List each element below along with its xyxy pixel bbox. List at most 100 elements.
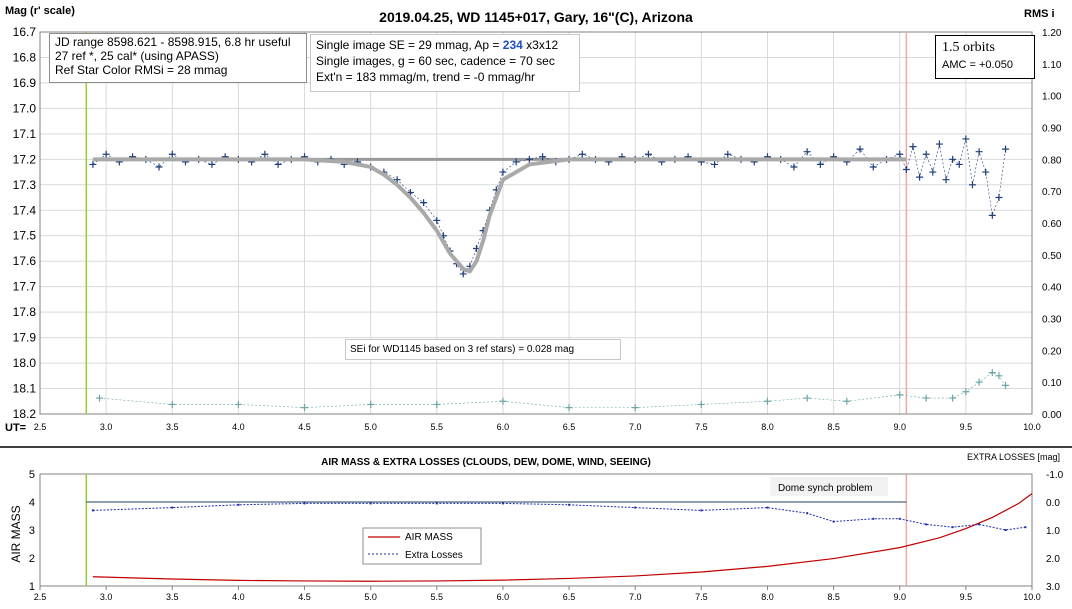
rms-point bbox=[96, 394, 104, 402]
top-y2-tick-label: 0.60 bbox=[1042, 219, 1062, 230]
rms-point bbox=[234, 400, 242, 408]
extra-losses-point bbox=[766, 506, 769, 509]
aperture-suffix: x3x12 bbox=[522, 38, 559, 52]
extra-losses-point bbox=[568, 503, 571, 506]
magnitude-point bbox=[89, 160, 97, 168]
magnitude-point bbox=[803, 148, 811, 156]
magnitude-point bbox=[393, 176, 401, 184]
top-y2-tick-label: 0.10 bbox=[1042, 378, 1062, 389]
magnitude-point bbox=[955, 160, 963, 168]
legend-box bbox=[362, 527, 482, 565]
rms-point bbox=[988, 369, 996, 377]
bottom-x-tick-label: 9.5 bbox=[960, 592, 973, 602]
top-y2-tick-label: 0.90 bbox=[1042, 124, 1062, 135]
top-x-tick-label: 6.0 bbox=[497, 422, 510, 432]
top-y-tick-label: 17.0 bbox=[13, 101, 37, 115]
top-y2-tick-label: 1.10 bbox=[1042, 60, 1062, 71]
extra-losses-point bbox=[303, 502, 306, 505]
magnitude-point bbox=[644, 150, 652, 158]
bottom-y2-tick-label: 3.0 bbox=[1046, 582, 1060, 593]
top-y2-tick-label: 0.70 bbox=[1042, 187, 1062, 198]
rms-point bbox=[301, 404, 309, 412]
magnitude-point bbox=[935, 140, 943, 148]
dome-note-box bbox=[770, 477, 888, 496]
top-x-tick-label: 9.0 bbox=[893, 422, 906, 432]
top-y-tick-label: 16.7 bbox=[13, 25, 37, 39]
magnitude-point bbox=[512, 158, 520, 166]
top-x-tick-label: 8.5 bbox=[827, 422, 840, 432]
magnitude-point bbox=[274, 160, 282, 168]
top-x-tick-label: 4.5 bbox=[298, 422, 311, 432]
info-jd-range: JD range 8598.621 - 8598.915, 6.8 hr use… bbox=[55, 35, 291, 49]
info-ref-stars: 27 ref *, 25 cal* (using APASS) bbox=[55, 49, 219, 63]
magnitude-point bbox=[856, 145, 864, 153]
magnitude-point bbox=[578, 150, 586, 158]
top-y2-tick-label: 0.30 bbox=[1042, 315, 1062, 326]
top-chart-title: 2019.04.25, WD 1145+017, Gary, 16"(C), A… bbox=[379, 9, 693, 25]
top-x-axis-label: UT= bbox=[5, 422, 26, 434]
airmass-line bbox=[92, 493, 1033, 582]
top-y-axis-label: Mag (r' scale) bbox=[5, 5, 75, 17]
magnitude-point bbox=[962, 135, 970, 143]
single-images-cadence: Single images, g = 60 sec, cadence = 70 … bbox=[316, 54, 555, 68]
bottom-y2-tick-label: -1.0 bbox=[1046, 470, 1064, 481]
top-plot-frame bbox=[39, 31, 1033, 415]
bottom-x-tick-label: 8.5 bbox=[827, 592, 840, 602]
bottom-x-tick-label: 6.0 bbox=[497, 592, 510, 602]
bottom-x-tick-label: 3.5 bbox=[166, 592, 179, 602]
rms-connector bbox=[99, 372, 1006, 408]
bottom-y-tick-label: 4 bbox=[29, 497, 35, 509]
top-y-tick-label: 16.9 bbox=[13, 76, 37, 90]
magnitude-point bbox=[168, 150, 176, 158]
bottom-x-tick-label: 6.5 bbox=[563, 592, 576, 602]
extra-losses-point bbox=[634, 506, 637, 509]
magnitude-point bbox=[790, 163, 798, 171]
rms-point bbox=[631, 404, 639, 412]
bottom-y2-tick-label: 1.0 bbox=[1046, 526, 1060, 537]
top-x-tick-label: 6.5 bbox=[563, 422, 576, 432]
rms-point bbox=[1002, 381, 1010, 389]
top-x-tick-label: 8.0 bbox=[761, 422, 774, 432]
bottom-x-tick-label: 7.5 bbox=[695, 592, 708, 602]
bottom-x-tick-label: 10.0 bbox=[1023, 592, 1041, 602]
top-y2-tick-label: 1.00 bbox=[1042, 92, 1062, 103]
magnitude-point bbox=[724, 150, 732, 158]
extra-losses-point bbox=[806, 512, 809, 515]
dome-note: Dome synch problem bbox=[778, 483, 872, 494]
top-model-curve bbox=[92, 157, 907, 274]
extra-losses-point bbox=[91, 509, 94, 512]
magnitude-point bbox=[525, 155, 533, 163]
rms-point bbox=[843, 397, 851, 405]
top-y-tick-label: 17.6 bbox=[13, 254, 37, 268]
top-y-tick-label: 17.2 bbox=[13, 152, 37, 166]
rms-point bbox=[803, 394, 811, 402]
top-x-tick-label: 7.5 bbox=[695, 422, 708, 432]
extra-losses-point bbox=[951, 526, 954, 529]
rms-point bbox=[975, 378, 983, 386]
rms-point bbox=[896, 391, 904, 399]
extra-losses-point bbox=[501, 502, 504, 505]
bottom-y2-tick-label: 2.0 bbox=[1046, 554, 1060, 565]
magnitude-point bbox=[711, 160, 719, 168]
magnitude-point bbox=[988, 211, 996, 219]
extra-losses-point bbox=[171, 506, 174, 509]
bottom-x-tick-label: 8.0 bbox=[761, 592, 774, 602]
magnitude-point bbox=[982, 168, 990, 176]
extra-losses-point bbox=[832, 520, 835, 523]
top-y2-axis-label: RMS i bbox=[1024, 8, 1055, 20]
legend-airmass-label: AIR MASS bbox=[405, 532, 453, 543]
rms-point bbox=[949, 394, 957, 402]
rms-point bbox=[367, 400, 375, 408]
magnitude-point bbox=[459, 270, 467, 278]
bottom-chart-title: AIR MASS & EXTRA LOSSES (CLOUDS, DEW, DO… bbox=[321, 457, 651, 468]
bottom-x-tick-label: 4.0 bbox=[232, 592, 245, 602]
bottom-x-tick-label: 5.5 bbox=[431, 592, 444, 602]
magnitude-point bbox=[420, 199, 428, 207]
top-y-tick-label: 16.8 bbox=[13, 50, 37, 64]
top-y-tick-label: 17.1 bbox=[13, 127, 37, 141]
rms-point bbox=[697, 400, 705, 408]
bottom-x-tick-label: 3.0 bbox=[100, 592, 113, 602]
magnitude-point bbox=[949, 155, 957, 163]
single-image-box: Single image SE = 29 mmag, Ap = 234 x3x1… bbox=[310, 34, 580, 92]
rms-point bbox=[763, 397, 771, 405]
